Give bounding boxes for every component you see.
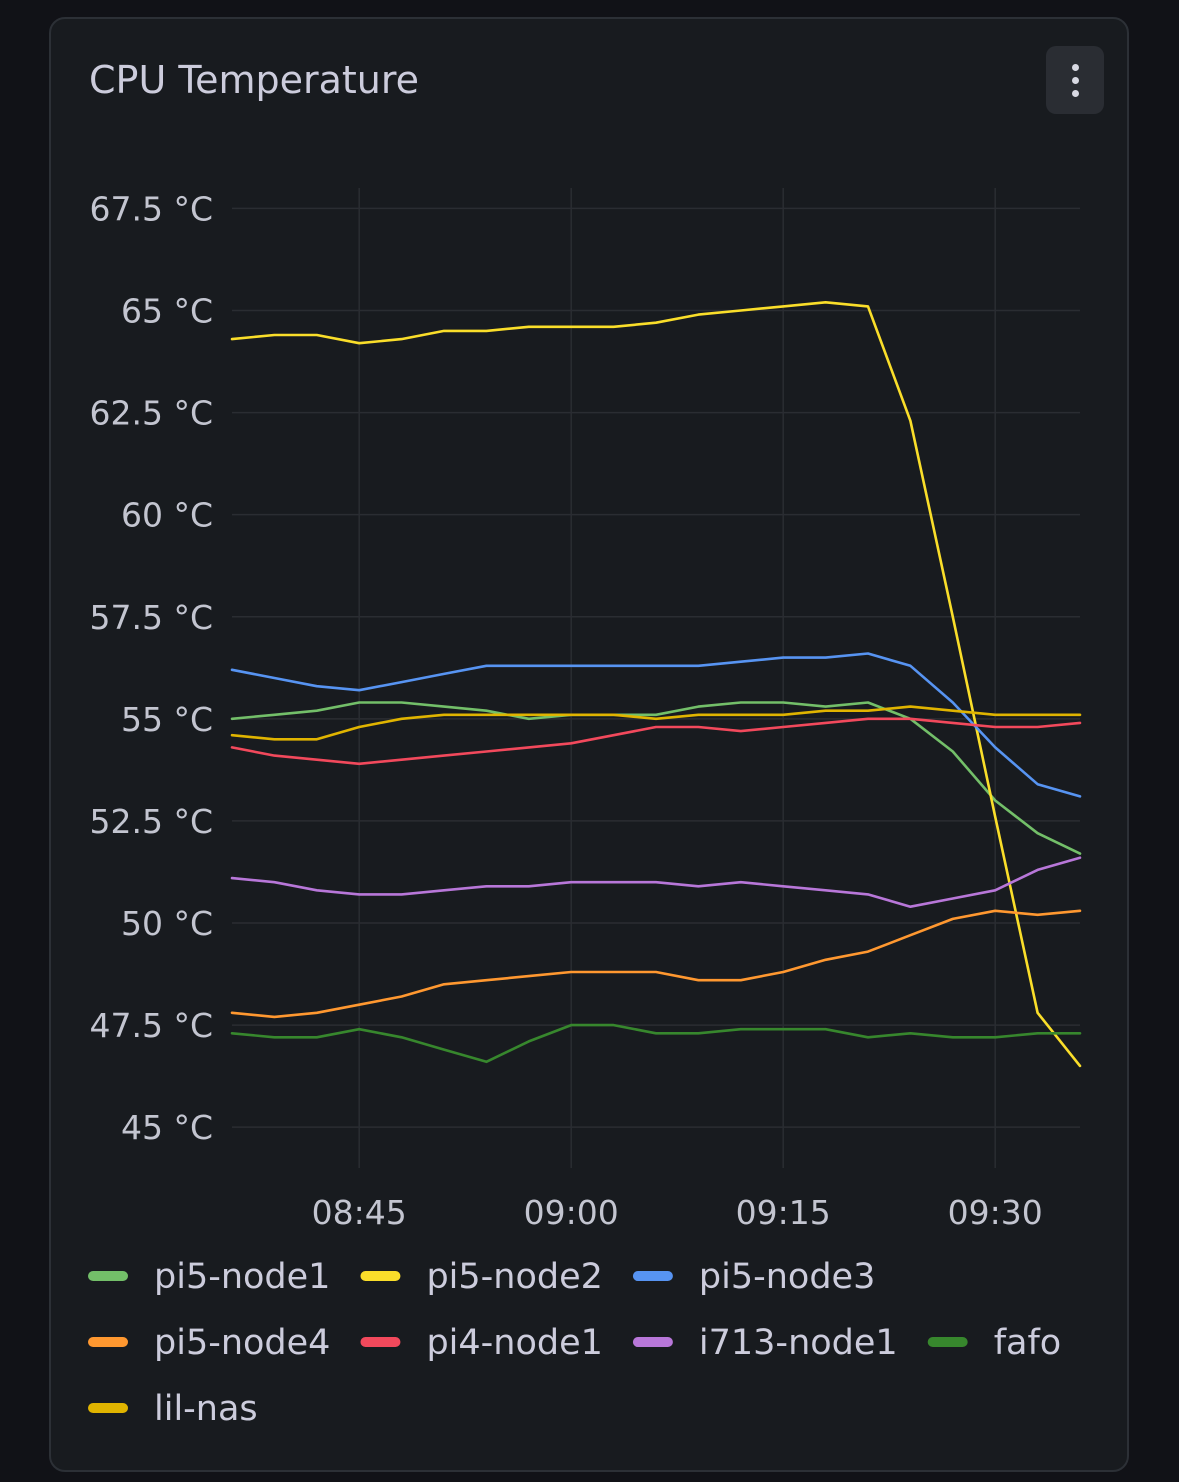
legend-item-pi5-node4[interactable]: pi5-node4 — [88, 1323, 330, 1363]
x-axis: 08:45 09:00 09:15 09:30 — [312, 1193, 1043, 1232]
y-tick-label: 47.5 °C — [89, 1006, 213, 1045]
series-line-lil-nas — [230, 705, 1082, 741]
legend-item-fafo[interactable]: fafo — [927, 1323, 1062, 1363]
x-tick-label: 09:00 — [524, 1193, 619, 1232]
y-axis: 45 °C 47.5 °C 50 °C 52.5 °C 55 °C 57.5 °C 60 °… — [89, 189, 213, 1147]
legend-label: pi5-node2 — [426, 1257, 602, 1297]
series-line-i713-node1 — [230, 856, 1082, 909]
y-tick-label: 65 °C — [121, 292, 213, 331]
y-tick-label: 57.5 °C — [89, 598, 213, 637]
legend-item-i713-node1[interactable]: i713-node1 — [632, 1323, 898, 1363]
x-tick-label: 09:15 — [736, 1193, 831, 1232]
legend-label: pi4-node1 — [426, 1323, 602, 1363]
y-tick-label: 67.5 °C — [89, 189, 213, 228]
legend-label: pi5-node4 — [154, 1323, 330, 1363]
series-line-pi5-node2 — [230, 300, 1082, 1068]
y-tick-label: 62.5 °C — [89, 394, 213, 433]
legend-item-pi5-node1[interactable]: pi5-node1 — [88, 1257, 330, 1297]
legend-swatch — [88, 1403, 128, 1413]
legend-label: pi5-node3 — [699, 1257, 875, 1297]
series-lines — [230, 300, 1082, 1068]
legend-swatch — [360, 1337, 401, 1347]
chart-panel: CPU Temperature — [49, 17, 1129, 1472]
panel-title: CPU Temperature — [89, 58, 420, 102]
legend-item-pi4-node1[interactable]: pi4-node1 — [360, 1323, 603, 1363]
more-vertical-icon-dot — [1071, 89, 1079, 97]
y-tick-label: 55 °C — [121, 700, 213, 739]
more-vertical-icon-dot — [1071, 76, 1079, 84]
legend-swatch — [88, 1271, 128, 1281]
legend-swatch — [88, 1337, 128, 1347]
legend-item-pi5-node3[interactable]: pi5-node3 — [632, 1257, 875, 1297]
more-vertical-icon — [1071, 63, 1079, 71]
legend-item-pi5-node2[interactable]: pi5-node2 — [360, 1257, 603, 1297]
legend-label: lil-nas — [154, 1389, 258, 1429]
legend-label: fafo — [994, 1323, 1062, 1363]
series-line-pi5-node3 — [230, 652, 1082, 798]
y-tick-label: 52.5 °C — [89, 802, 213, 841]
y-tick-label: 45 °C — [121, 1108, 213, 1147]
series-line-pi5-node4 — [230, 909, 1082, 1019]
legend-label: pi5-node1 — [154, 1257, 330, 1297]
legend-label: i713-node1 — [699, 1323, 898, 1363]
grid-lines — [232, 188, 1080, 1168]
x-tick-label: 09:30 — [948, 1193, 1043, 1232]
series-line-pi5-node1 — [230, 701, 1082, 855]
series-line-fafo — [230, 1023, 1082, 1064]
legend-item-lil-nas[interactable]: lil-nas — [88, 1389, 258, 1429]
legend-swatch — [632, 1337, 673, 1347]
y-tick-label: 60 °C — [121, 496, 213, 535]
legend-swatch — [632, 1271, 673, 1281]
panel-menu-button[interactable] — [1046, 46, 1104, 114]
legend: pi5-node1 pi5-node2 pi5-node3 pi5-node4 pi4-… — [88, 1257, 1061, 1429]
y-tick-label: 50 °C — [121, 904, 213, 943]
legend-swatch — [360, 1271, 401, 1281]
x-tick-label: 08:45 — [312, 1193, 407, 1232]
legend-swatch — [927, 1337, 968, 1347]
series-line-pi4-node1 — [230, 717, 1082, 766]
